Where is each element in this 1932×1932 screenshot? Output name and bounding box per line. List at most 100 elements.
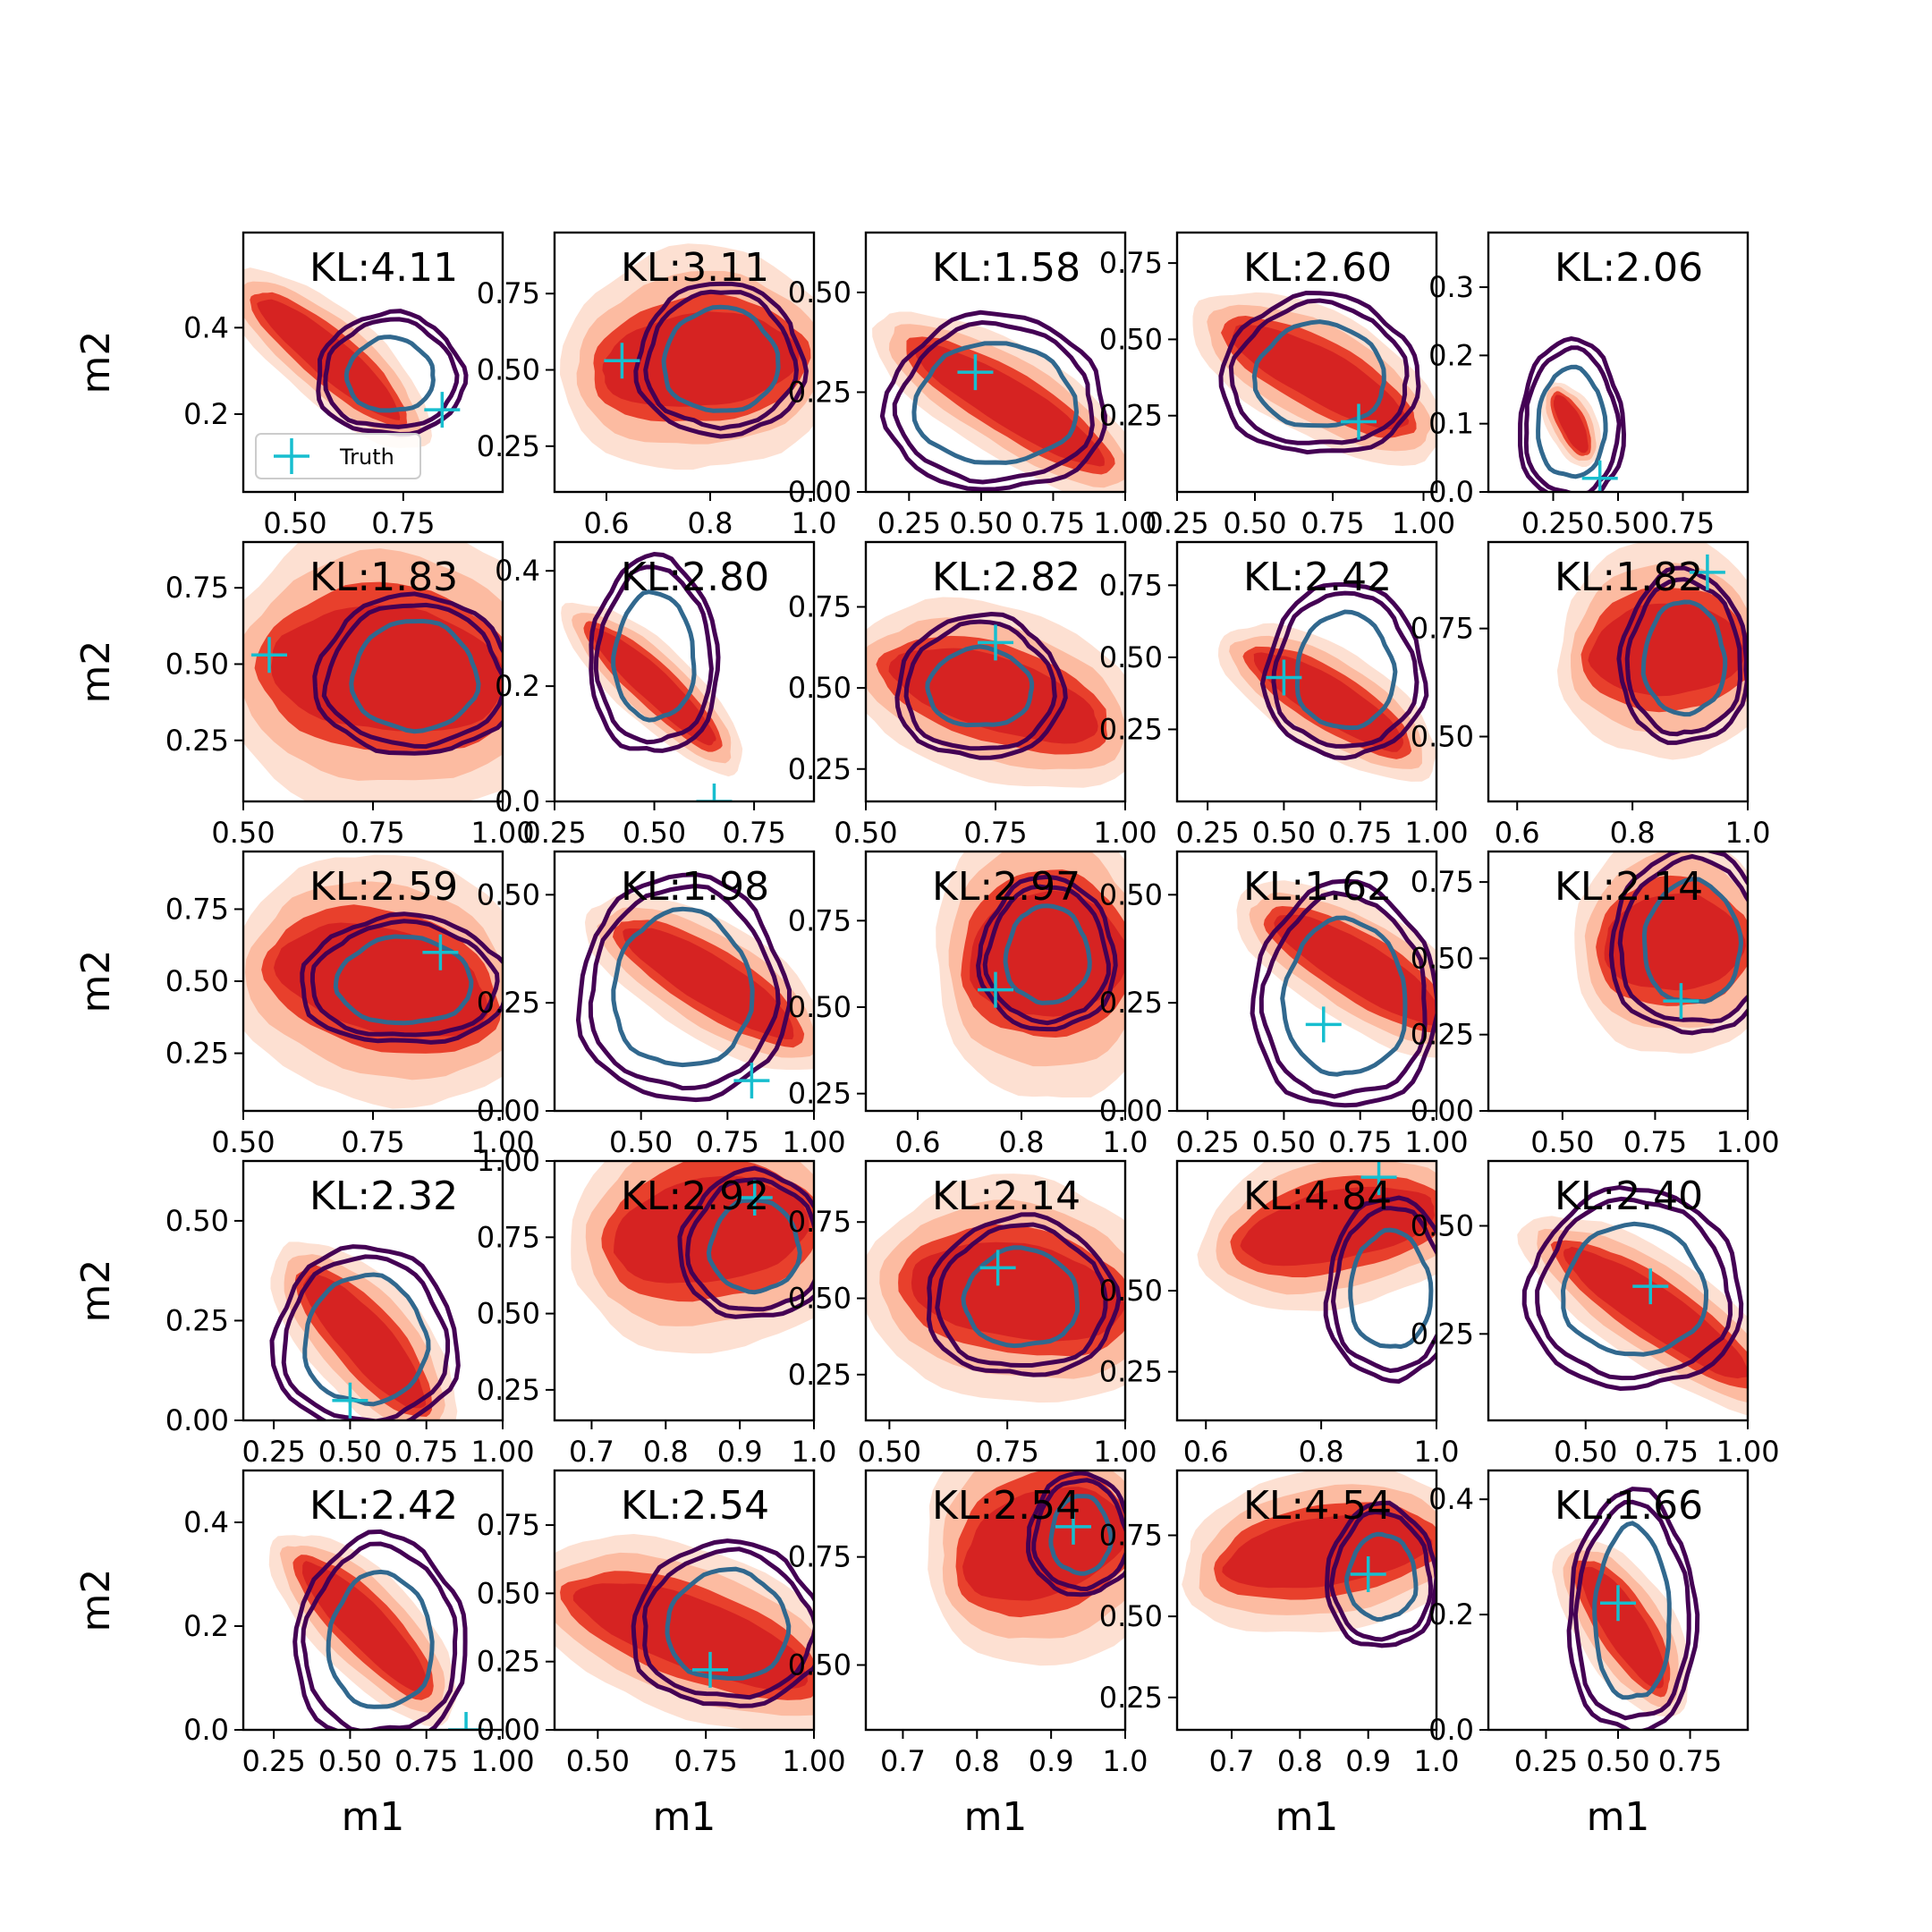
y-tick-label: 0.00 [477,1713,540,1747]
y-tick-label: 0.4 [495,554,540,588]
axes-frame [242,231,504,494]
contour-middle [321,602,503,750]
plot-area [269,1241,461,1420]
posterior-density-level-4 [1274,914,1436,1026]
x-axis-label: m1 [964,1794,1028,1840]
x-tick-label: 0.25 [1175,1125,1239,1159]
panel-r1-c1: 0.25 0.50 0.75 0.0 0.2 0.4 KL:2.80 [495,540,816,850]
panel-r4-c2: 0.7 0.8 0.9 1.0 0.50 0.75 KL:2.54 m1 [788,1469,1148,1840]
contour-inner [661,304,781,413]
plot-area [1192,290,1436,466]
x-tick-label: 0.8 [1277,1744,1323,1778]
posterior-density-level-4 [970,890,1125,1017]
x-tick-label: 0.50 [623,816,686,850]
x-tick-label: 0.50 [1223,506,1286,540]
kl-annotation: KL:4.84 [1243,1174,1392,1219]
posterior-density-level-4 [911,1241,1125,1342]
contour-outer [589,551,721,753]
posterior-density-level-4 [914,344,1105,467]
panel-r3-c3: 0.6 0.8 1.0 0.25 0.50 KL:4.84 [1099,1159,1459,1469]
contour-inner [349,618,481,734]
x-tick-label: 1.00 [470,1435,534,1469]
plot-area [866,597,1125,788]
y-tick-label: 0.50 [165,964,229,998]
panel-r0-c3: 0.25 0.50 0.75 1.00 0.25 0.50 0.75 KL:2.60 [1099,231,1455,540]
contour-middle [1330,1206,1436,1374]
kl-annotation: KL:1.98 [621,864,769,910]
contour-outer [1324,1500,1436,1648]
x-tick-label: 0.75 [341,816,404,850]
y-tick-label: 0.75 [1411,865,1474,899]
contour-inner [326,1569,435,1709]
x-tick-label: 0.25 [242,1744,305,1778]
contour-inner [1536,364,1608,479]
plot-area [872,309,1125,492]
contour-inner [611,906,755,1068]
y-axis-label: m2 [73,950,119,1013]
kl-annotation: KL:2.97 [932,864,1080,910]
posterior-density-level-4 [301,1561,428,1692]
x-tick-label: 0.50 [1530,1125,1594,1159]
y-tick-label: 0.75 [788,1540,852,1574]
contour-inner [1048,1494,1114,1576]
x-tick-label: 0.75 [394,1744,458,1778]
contour-middle [1271,590,1419,749]
panel-r1-c3: 0.25 0.50 0.75 1.00 0.25 0.50 0.75 KL:2.42 [1099,540,1469,850]
contour-outer [677,1165,814,1319]
contour-outer [316,309,469,437]
plot-area [575,872,814,1103]
truth-marker [978,971,1013,1008]
kl-annotation: KL:1.58 [932,245,1080,291]
contour-inner [1294,609,1398,731]
x-tick-label: 0.75 [394,1435,458,1469]
contour-outer [1566,1487,1700,1730]
x-tick-label: 0.6 [895,1125,941,1159]
kl-annotation: KL:4.54 [1243,1483,1392,1529]
y-axis-label: m2 [73,1569,119,1632]
plot-area [1517,1184,1748,1419]
panel-r1-c0: 0.50 0.75 1.00 0.25 0.50 0.75 KL:1.83 m2 [73,540,535,850]
x-tick-label: 0.50 [1586,1744,1649,1778]
contour-outer [879,309,1107,492]
y-tick-label: 0.25 [1099,986,1163,1020]
y-tick-label: 0.75 [477,1220,540,1254]
y-tick-label: 0.75 [477,276,540,310]
truth-marker [448,1712,485,1730]
kl-annotation: KL:2.59 [309,864,458,910]
x-tick-label: 1.00 [1404,816,1468,850]
kl-annotation: KL:1.62 [1243,864,1392,910]
axes-frame [1487,540,1750,803]
x-tick-label: 0.50 [949,506,1013,540]
y-tick-label: 0.00 [477,1094,540,1128]
y-tick-label: 0.25 [1099,712,1163,746]
panel-r4-c0: 0.25 0.50 0.75 1.00 0.0 0.2 0.4 KL:2.42 m2 m1 [73,1469,535,1840]
y-tick-label: 0.25 [477,1373,540,1407]
x-tick-label: 1.00 [470,1125,534,1159]
x-tick-label: 1.0 [792,1435,837,1469]
contour-middle [1624,577,1743,737]
y-tick-label: 0.50 [477,1576,540,1610]
y-tick-label: 0.25 [788,1077,852,1111]
axes-frame [1175,850,1438,1113]
contour-outer [1026,1470,1125,1597]
posterior-density-level-4 [591,627,716,746]
posterior-density-level-4 [1563,1246,1748,1379]
truth-marker [1305,1006,1342,1043]
x-tick-label: 0.6 [1495,816,1540,850]
contour-inner [665,1566,792,1682]
x-tick-label: 1.00 [1093,506,1157,540]
panel-r3-c4: 0.50 0.75 1.00 0.25 0.50 KL:2.40 [1411,1159,1780,1469]
axes-frame [553,231,816,494]
y-tick-label: 0.25 [1411,1317,1474,1351]
y-axis-label: m2 [73,331,119,394]
panel-r2-c0: 0.50 0.75 1.00 0.25 0.50 0.75 KL:2.59 m2 [73,850,535,1159]
plot-area [1552,1487,1700,1730]
posterior-density-level-4 [572,1583,809,1690]
kl-annotation: KL:2.40 [1555,1174,1703,1219]
x-tick-label: 1.00 [1093,816,1157,850]
x-axis-label: m1 [1275,1794,1339,1840]
x-tick-label: 0.25 [877,506,941,540]
truth-marker [1689,554,1725,590]
